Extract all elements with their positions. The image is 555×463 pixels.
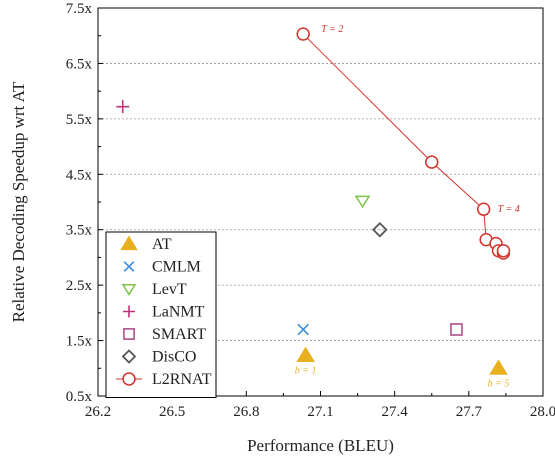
- legend-entry-levt: LevT: [121, 281, 187, 298]
- legend-marker: [123, 328, 135, 340]
- y-tick-label: 4.5x: [66, 167, 93, 183]
- legend-entry-l2rnat: L2RNAT: [116, 371, 212, 388]
- data-point-smart: [450, 323, 463, 336]
- legend-label: LaNMT: [152, 304, 205, 321]
- data-point-cmlm: [297, 323, 309, 336]
- legend: AT CMLM LevT LaNMT SMART DisCO L2RNAT: [105, 231, 217, 398]
- legend-marker: [122, 372, 136, 386]
- annotation-label: b = 1: [295, 366, 317, 377]
- x-tick-label: 27.7: [456, 404, 483, 420]
- legend-marker: [123, 305, 135, 318]
- legend-entry-disco: DisCO: [121, 349, 196, 366]
- x-tick-label: 26.2: [85, 404, 111, 420]
- data-point-l2rnat: [496, 244, 511, 258]
- axis-ticks: 0.5x 1.5x 2.5x 3.5x 4.5x 5.5x 6.5x 7.5x 26.2 26.5…: [66, 1, 555, 420]
- y-tick-label: 0.5x: [66, 389, 93, 405]
- annotation-label: T = 2: [321, 24, 343, 35]
- data-point-levt: [354, 195, 371, 209]
- series-levt: [354, 195, 371, 209]
- legend-marker: [123, 261, 135, 272]
- y-tick-label: 5.5x: [66, 112, 93, 128]
- data-point-l2rnat: [425, 155, 439, 169]
- data-point-lanmt: [116, 100, 130, 114]
- series-at: [296, 346, 508, 375]
- legend-entry-at: AT: [120, 235, 172, 253]
- data-point-at: [296, 346, 315, 363]
- legend-label: LevT: [152, 281, 187, 298]
- x-tick-label: 27.1: [307, 404, 333, 420]
- annotations: T = 2 T = 4 b = 1 b = 5: [295, 24, 520, 389]
- x-tick-label: 28.0: [530, 404, 555, 420]
- annotation-label: T = 4: [498, 204, 520, 215]
- legend-label: AT: [152, 236, 172, 253]
- legend-label: CMLM: [152, 259, 201, 276]
- y-tick-label: 3.5x: [66, 223, 93, 239]
- series-cmlm: [297, 323, 309, 336]
- data-point-l2rnat: [476, 202, 491, 216]
- legend-entry-cmlm: CMLM: [123, 259, 201, 276]
- y-tick-label: 1.5x: [66, 334, 93, 350]
- data-point-disco: [372, 221, 388, 238]
- legend-label: DisCO: [152, 349, 196, 366]
- annotation-label: b = 5: [488, 378, 510, 389]
- x-tick-label: 27.4: [382, 404, 409, 420]
- series-disco: [372, 221, 388, 238]
- data-point-at: [489, 359, 508, 375]
- legend-box: [105, 231, 217, 398]
- legend-marker: [120, 235, 138, 251]
- x-tick-label: 26.5: [159, 404, 185, 420]
- data-series: [116, 27, 511, 375]
- y-axis-label: Relative Decoding Speedup wrt AT: [9, 81, 28, 322]
- series-lanmt: [116, 100, 130, 114]
- data-point-l2rnat: [296, 27, 310, 41]
- x-axis-label: Performance (BLEU): [247, 436, 394, 455]
- legend-label: SMART: [152, 326, 206, 343]
- legend-entry-smart: SMART: [123, 326, 206, 343]
- y-tick-label: 6.5x: [66, 56, 93, 72]
- legend-marker: [121, 349, 137, 364]
- series-line-l2rnat: [302, 33, 504, 254]
- x-tick-label: 26.8: [233, 404, 259, 420]
- series-l2rnat: [296, 27, 511, 260]
- y-tick-label: 2.5x: [66, 278, 93, 294]
- legend-entry-lanmt: LaNMT: [123, 304, 205, 321]
- series-smart: [450, 323, 463, 336]
- legend-label: L2RNAT: [152, 371, 212, 388]
- y-tick-label: 7.5x: [66, 1, 93, 17]
- legend-marker: [121, 284, 137, 296]
